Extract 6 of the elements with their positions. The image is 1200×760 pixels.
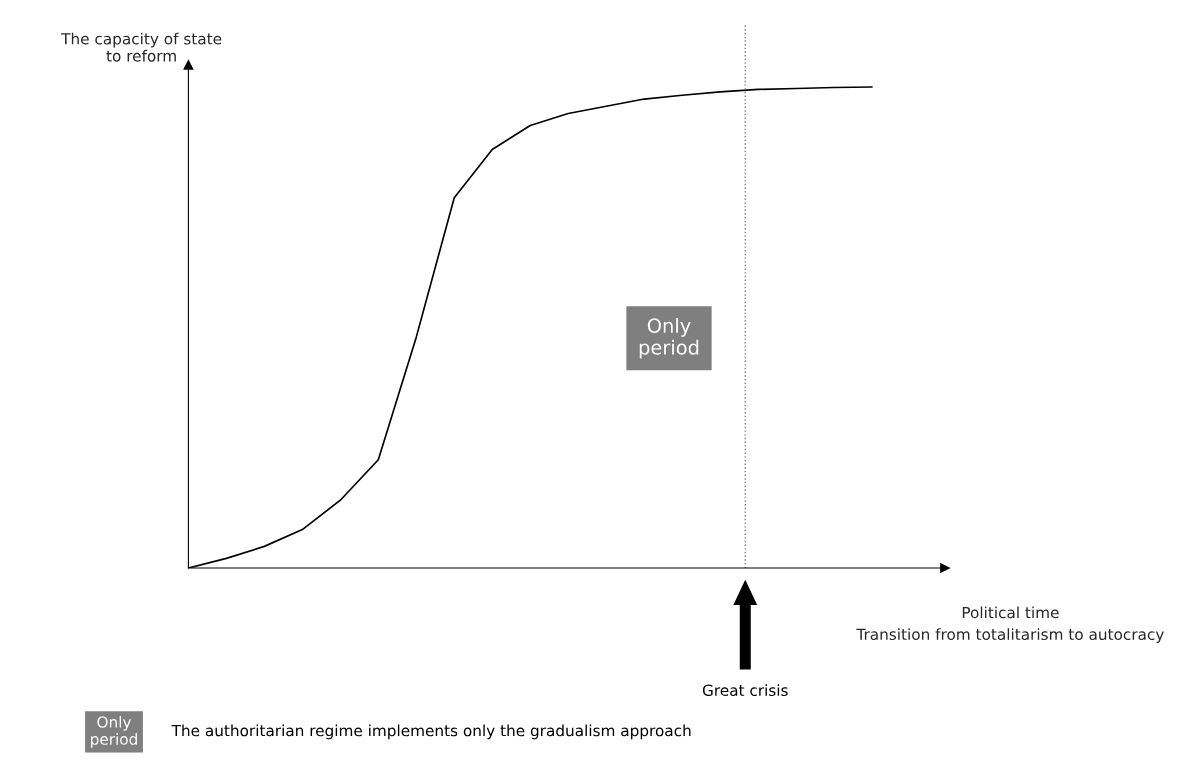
y-axis-title: The capacity of state to reform [61, 32, 222, 62]
annotation: Only period [639, 317, 699, 359]
text: Only period [91, 715, 137, 748]
text: Great crisis [702, 684, 788, 697]
x-axis-title: Political time Transition from totalitarism to autocracy [856, 606, 1164, 643]
text: The authoritarian regime implements only the gradualism approach [171, 724, 691, 740]
